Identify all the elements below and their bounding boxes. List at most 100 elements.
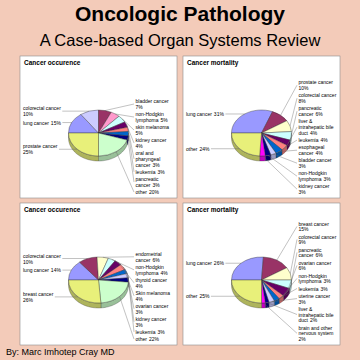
leader-lines (211, 85, 297, 189)
label-category: liver &intrahepatic bileduct (299, 118, 334, 136)
data-label: prostate cancer10% (299, 79, 334, 91)
leader-lines (55, 257, 134, 339)
leader-line (211, 148, 240, 149)
label-value: 3% (321, 286, 329, 292)
chart-panel: Cancer occurencelung cancer14%colorectal… (20, 203, 177, 345)
label-value: 3% (324, 278, 332, 284)
chart-panel: Cancer occurencelung cancer15%colorectal… (20, 56, 177, 198)
slice-side (262, 303, 266, 308)
label-value: 2% (310, 317, 318, 323)
label-value: 7% (136, 104, 144, 110)
label-category: lung cancer (186, 111, 212, 117)
label-value: 4% (136, 143, 144, 149)
data-label: oral andpharyngealcancer3% (136, 150, 161, 168)
label-category: lung cancer (186, 260, 212, 266)
pie-slice (99, 133, 128, 156)
label-category: leukemia (136, 169, 156, 175)
label-category: leukemia (136, 329, 156, 335)
data-label: lung cancer14% (23, 267, 61, 273)
label-category: leukemia (299, 137, 319, 143)
label-value: 2% (299, 336, 307, 342)
leader-line (281, 85, 297, 115)
data-labels: lung cancer15%colorectal cancer10%bladde… (23, 98, 169, 195)
leader-line (279, 150, 297, 151)
label-value: 3% (153, 182, 161, 188)
pie-slice (81, 110, 99, 133)
chart-title: Cancer occurence (24, 59, 81, 66)
label-line: cancer (299, 111, 314, 117)
leader-line (263, 303, 297, 333)
label-line: leukemia (299, 286, 319, 292)
cover: Oncologic Pathology A Case-based Organ Sy… (0, 0, 360, 360)
label-value: 3% (324, 176, 332, 182)
label-value: 4% (316, 150, 324, 156)
plot-area (69, 110, 129, 161)
leader-line (118, 263, 134, 283)
label-category: lung cancer (23, 120, 49, 126)
label-value: 4% (136, 296, 144, 302)
label-value: 3% (136, 322, 144, 328)
label-value: 25% (199, 293, 210, 299)
pie-slice (262, 121, 292, 133)
label-value: 10% (23, 111, 34, 117)
leader-line (103, 256, 134, 257)
pie-slice (262, 268, 292, 280)
label-line: lymphoma (299, 176, 322, 182)
data-label: Skin melanoma4% (136, 290, 171, 302)
panel-frame (183, 203, 340, 345)
data-label: prostate cancer25% (23, 143, 58, 155)
label-line: lymphoma (299, 278, 322, 284)
data-labels: lung cancer31%prostate cancer10%colorect… (186, 79, 337, 195)
label-category: other (136, 336, 148, 342)
label-line: other (136, 189, 148, 195)
plot-area (232, 110, 292, 161)
label-value: 6% (316, 111, 324, 117)
label-line: leukemia (136, 169, 156, 175)
label-line: cancer (299, 252, 314, 258)
cover-subtitle: A Case-based Organ Systems Review (40, 31, 321, 49)
label-line: other (186, 293, 198, 299)
data-label: colorectal cancer8% (299, 92, 337, 104)
leader-line (225, 263, 241, 264)
data-label: kidney cancer3% (136, 316, 167, 328)
label-value: 15% (299, 226, 310, 232)
data-label: breast cancer15% (299, 221, 330, 233)
leader-line (287, 265, 297, 292)
leader-line (112, 259, 134, 269)
data-label: non-Hodgkinlymphoma3% (299, 273, 332, 285)
panel-frame (20, 56, 177, 198)
label-value: 6% (153, 257, 161, 263)
label-line: cancer (136, 182, 151, 188)
label-value: 3% (136, 309, 144, 315)
label-line: lymphoma (136, 117, 159, 123)
label-category: lung cancer (23, 267, 49, 273)
data-label: lung cancer26% (186, 260, 224, 266)
cover-title: Oncologic Pathology (75, 2, 285, 25)
chart-panel: Cancer mortalitylung cancer26%breast can… (183, 203, 340, 345)
label-value: 10% (23, 259, 34, 265)
data-label: liver &intrahepatic bileduct4% (299, 118, 334, 136)
label-value: 4% (321, 137, 329, 143)
data-label: skin melanoma5% (136, 124, 170, 136)
data-label: other20% (136, 189, 160, 195)
data-label: liver &intrahepatic bileduct2% (299, 306, 334, 324)
label-category: other (186, 293, 198, 299)
data-label: kidney cancer3% (299, 183, 330, 195)
slice-side (260, 156, 266, 161)
label-line: lung cancer (186, 260, 212, 266)
pie-slice (69, 133, 99, 156)
pie-slice (262, 280, 275, 302)
pie (69, 257, 129, 303)
leader-line (262, 156, 297, 189)
leader-line (277, 289, 297, 300)
data-label: leukemia4% (299, 137, 329, 143)
leader-line (62, 122, 71, 123)
data-label: colorectal cancer10% (23, 105, 61, 117)
label-value: 26% (23, 297, 34, 303)
data-label: bladder cancer3% (299, 157, 332, 169)
label-category: esophagealcancer (299, 144, 325, 156)
label-value: 14% (51, 267, 62, 273)
leader-line (289, 127, 297, 143)
chart-title: Cancer mortality (187, 59, 239, 67)
data-label: ovarian cancer6% (299, 260, 332, 272)
